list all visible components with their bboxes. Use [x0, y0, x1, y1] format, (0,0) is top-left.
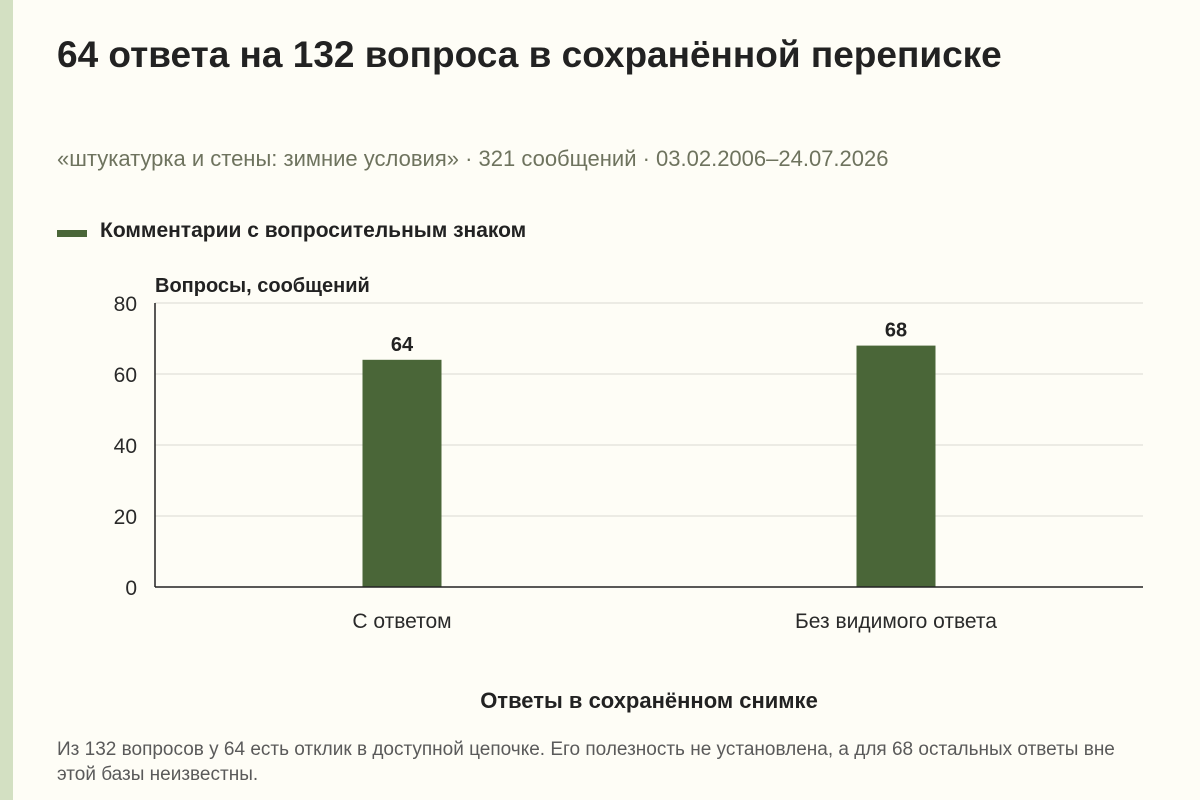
y-tick-label: 60 [114, 364, 137, 387]
labels: 0 20 40 60 80 64 С ответом 68 Без видимого ответ… [114, 293, 998, 633]
footnote: Из 132 вопросов у 64 есть отклик в досту… [57, 739, 1115, 785]
y-tick-label: 0 [125, 577, 137, 600]
bars [362, 345, 936, 587]
bar-value-label: 68 [885, 320, 907, 342]
y-tick-label: 80 [114, 293, 137, 316]
x-axis-label: Ответы в сохранённом снимке [480, 688, 818, 713]
legend-label: Комментарии с вопросительным знаком [100, 219, 527, 242]
x-tick-label: Без видимого ответа [795, 610, 997, 633]
legend: Комментарии с вопросительным знаком [57, 219, 526, 243]
grid-lines [155, 302, 1143, 517]
y-tick-label: 40 [114, 435, 137, 458]
accent-stripe [0, 0, 13, 800]
chart-title: 64 ответа на 132 вопроса в сохранённой п… [57, 34, 1002, 75]
y-axis-label: Вопросы, сообщений [155, 275, 370, 297]
y-tick-label: 20 [114, 506, 137, 529]
bar [362, 359, 442, 587]
legend-swatch [57, 229, 87, 237]
chart-subtitle: «штукатурка и стены: зимние условия» · 3… [57, 146, 889, 171]
bar [856, 345, 936, 587]
bar-value-label: 64 [391, 334, 414, 356]
x-tick-label: С ответом [352, 610, 451, 633]
